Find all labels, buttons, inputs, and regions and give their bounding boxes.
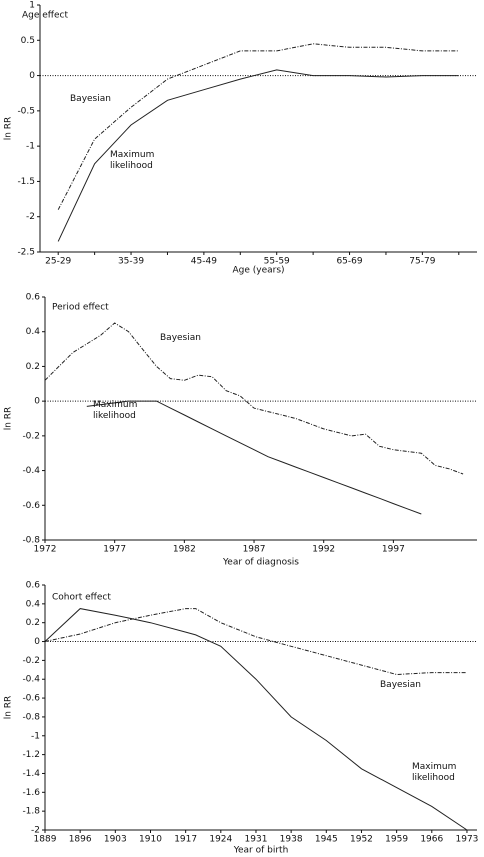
x-tick-label: 55-59 [264,257,290,267]
y-tick-label: 0.6 [26,293,41,303]
x-axis-label: Year of birth [233,846,289,856]
x-tick-label: 1987 [243,545,266,555]
y-tick-label: -0.8 [22,712,40,722]
x-tick-label: 1959 [385,835,408,845]
x-tick-label: 65-69 [336,257,362,267]
series-line [44,608,468,831]
y-tick-label: -1.5 [17,177,35,187]
y-tick-label: -0.2 [22,656,40,666]
y-axis-label: ln RR [4,407,14,431]
x-tick-label: 1917 [174,835,197,845]
y-tick-label: -1 [26,142,35,152]
y-tick-label: 0.4 [26,599,41,609]
x-tick-label: 1924 [209,835,232,845]
y-axis-label: ln RR [4,117,14,141]
x-tick-label: 1889 [34,835,57,845]
y-tick-label: -0.8 [22,536,40,546]
x-tick-label: 1896 [69,835,92,845]
y-tick-label: -2 [26,212,35,222]
y-tick-label: 0 [29,71,35,81]
y-tick-label: 0.2 [26,618,40,628]
x-tick-label: 1910 [139,835,162,845]
y-tick-label: -0.5 [17,106,35,116]
series-line [86,400,422,515]
x-tick-label: 1903 [104,835,127,845]
panel-title: Period effect [52,303,109,313]
y-tick-label: -0.6 [22,694,40,704]
y-tick-label: 0.5 [21,36,35,46]
x-tick-label: 1973 [456,835,479,845]
y-tick-label: 1 [29,1,35,11]
x-tick-label: 45-49 [191,257,217,267]
y-tick-label: 0.2 [26,362,40,372]
x-axis-label: Year of diagnosis [222,558,299,568]
series-label: Maximum likelihood [412,762,457,783]
y-axis-label: ln RR [4,696,14,720]
x-tick-label: 1952 [350,835,373,845]
x-tick-label: 35-39 [118,257,144,267]
y-tick-label: -1.2 [22,750,40,760]
series-label: Bayesian [160,333,201,343]
series-line [57,69,459,242]
x-tick-label: 1997 [382,545,405,555]
series-label: Maximum likelihood [93,400,138,421]
panel-title: Age effect [22,11,68,21]
y-tick-label: -1.6 [22,788,40,798]
x-tick-label: 1972 [34,545,57,555]
series-line [57,43,459,210]
x-tick-label: 1966 [420,835,443,845]
y-tick-label: 0.6 [26,581,41,591]
x-tick-label: 1938 [280,835,303,845]
y-tick-label: -1 [31,731,40,741]
y-tick-label: -1.4 [22,769,40,779]
y-tick-label: -2.5 [17,248,35,258]
y-tick-label: 0 [34,637,40,647]
x-tick-label: 1982 [173,545,196,555]
x-tick-label: 1931 [245,835,268,845]
x-tick-label: 1945 [315,835,338,845]
series-line [44,322,464,475]
series-label: Maximum likelihood [110,150,155,171]
y-tick-label: -0.4 [22,466,40,476]
x-tick-label: 1992 [312,545,335,555]
y-tick-label: -0.2 [22,431,40,441]
x-tick-label: 1977 [103,545,126,555]
series-line [44,608,467,676]
y-tick-label: 0 [34,397,40,407]
series-label: Bayesian [70,94,111,104]
y-tick-label: -0.6 [22,501,40,511]
x-tick-label: 25-29 [45,257,71,267]
series-label: Bayesian [380,680,421,690]
y-tick-label: -2 [31,826,40,836]
y-tick-label: -1.8 [22,807,40,817]
y-tick-label: -0.4 [22,675,40,685]
y-tick-label: 0.4 [26,327,41,337]
x-axis-label: Age (years) [232,266,284,276]
x-tick-label: 75-79 [409,257,435,267]
panel-title: Cohort effect [52,593,111,603]
